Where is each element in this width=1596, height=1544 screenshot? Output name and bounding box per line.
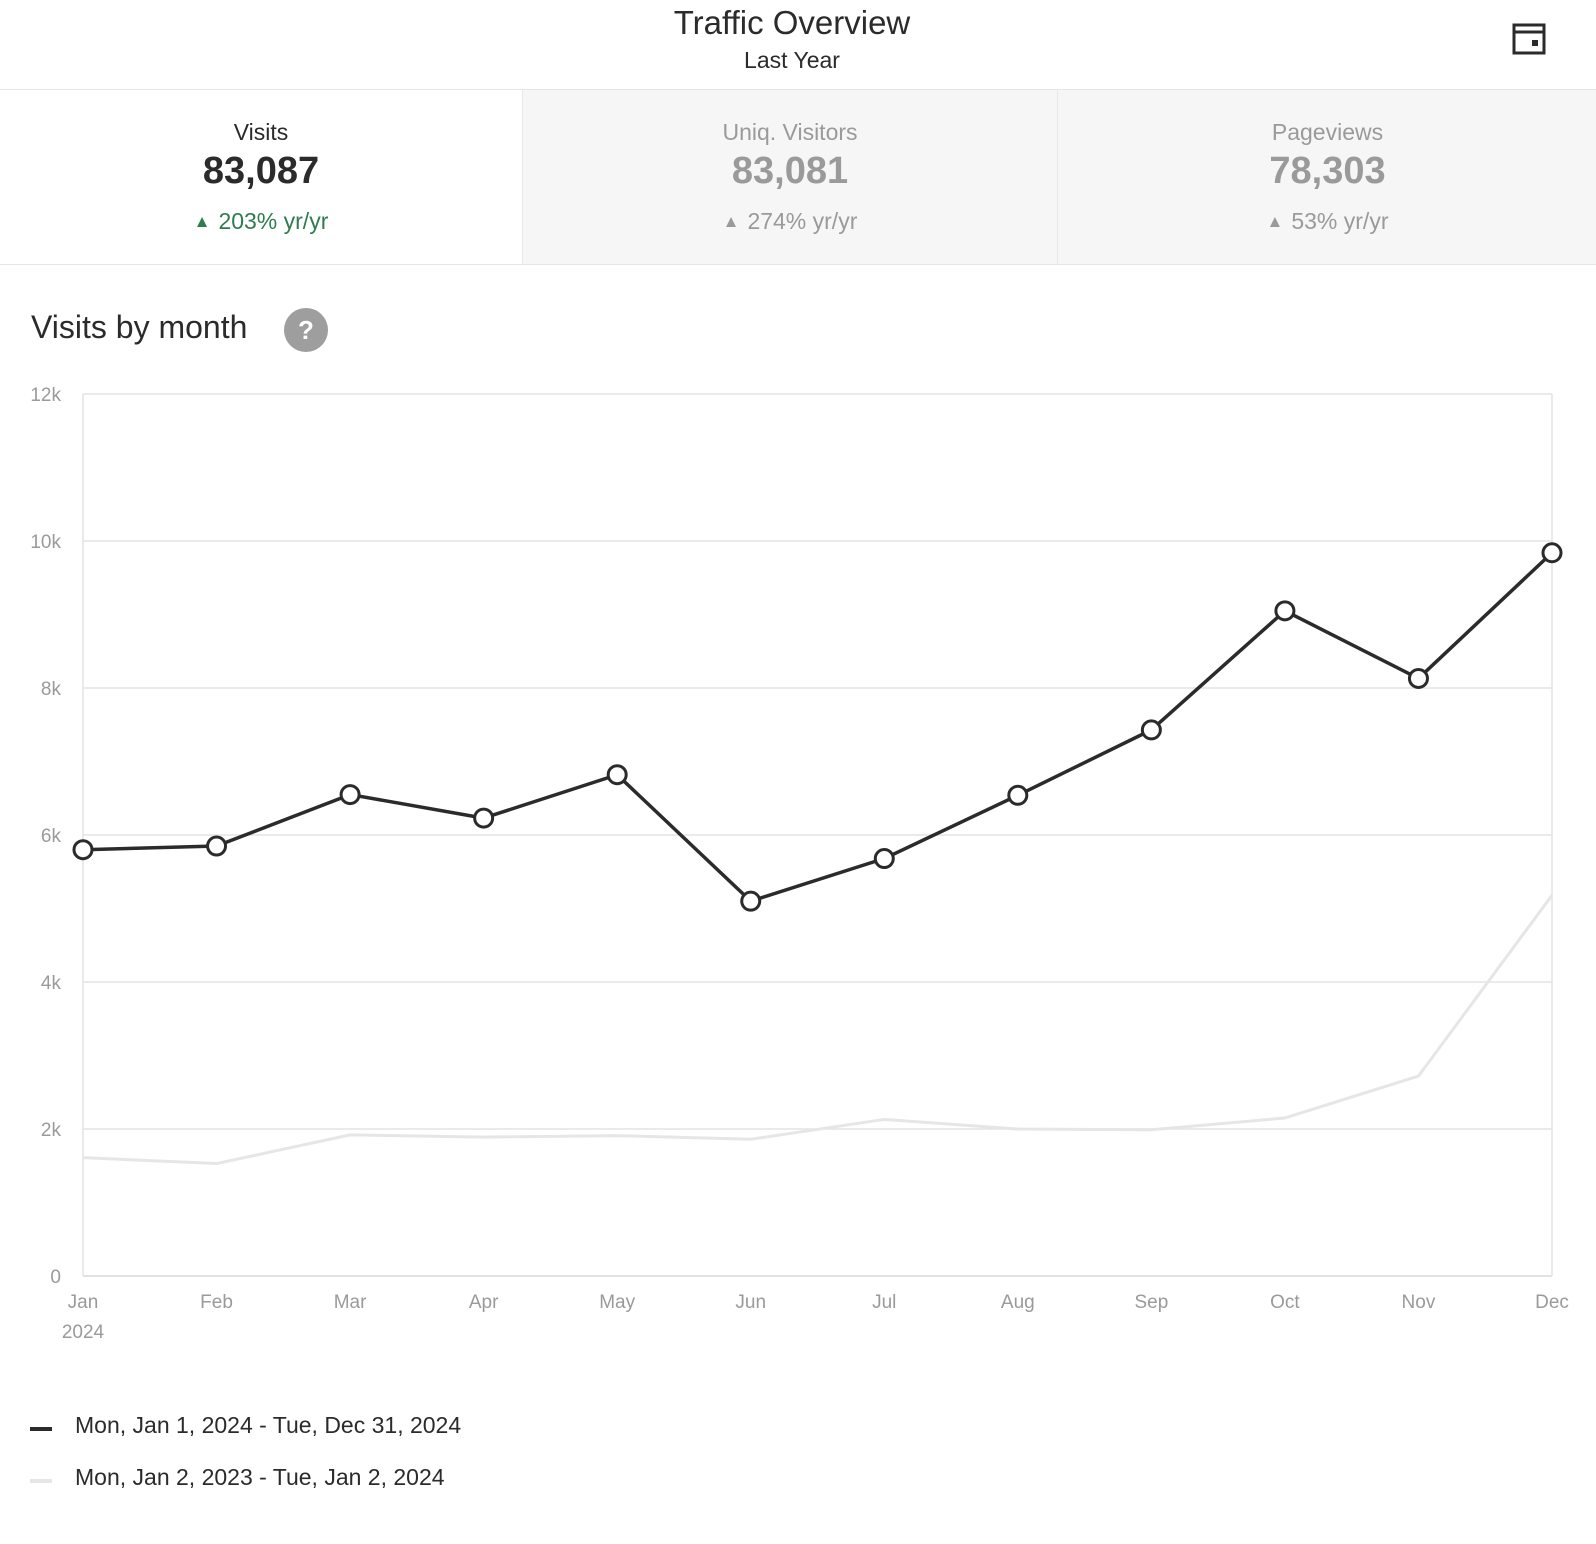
y-tick-label: 12k <box>30 385 61 406</box>
up-arrow-icon: ▲ <box>722 212 740 231</box>
y-tick-label: 8k <box>41 679 62 700</box>
x-tick-label: Feb <box>200 1292 233 1313</box>
y-tick-label: 2k <box>41 1120 62 1141</box>
data-point <box>206 835 228 857</box>
data-point <box>606 764 628 786</box>
legend-item-current[interactable]: Mon, Jan 1, 2024 - Tue, Dec 31, 2024 <box>30 1412 590 1446</box>
help-icon[interactable]: ? <box>284 308 328 352</box>
chart-section-title: Visits by month <box>31 309 248 345</box>
x-tick-label: Jun <box>735 1292 766 1313</box>
y-tick-label: 6k <box>41 826 62 847</box>
x-tick-label: May <box>599 1292 635 1313</box>
data-point <box>1007 784 1029 806</box>
data-point <box>473 807 495 829</box>
tile-pageviews[interactable]: Pageviews 78,303 ▲ 53% yr/yr <box>1057 90 1596 264</box>
tile-label: Pageviews <box>1271 119 1384 145</box>
legend-label: Mon, Jan 2, 2023 - Tue, Jan 2, 2024 <box>75 1464 445 1490</box>
y-tick-label: 10k <box>30 532 61 553</box>
x-year-label: 2024 <box>62 1322 105 1343</box>
data-point <box>1407 667 1429 689</box>
tile-value: 78,303 <box>1269 150 1386 192</box>
data-point <box>339 784 361 806</box>
series-line-previous <box>82 894 1554 1166</box>
tile-value: 83,087 <box>202 150 320 192</box>
tile-change: ▲ 274% yr/yr <box>722 208 858 234</box>
x-tick-label: Apr <box>469 1292 499 1313</box>
metric-tiles: Visits 83,087 ▲ 203% yr/yr Uniq. Visitors… <box>0 90 1596 265</box>
y-tick-label: 0 <box>50 1267 61 1288</box>
data-point <box>1274 600 1296 622</box>
tile-label: Uniq. Visitors <box>722 119 858 145</box>
data-point <box>72 839 94 861</box>
x-tick-label: Dec <box>1535 1292 1569 1313</box>
x-tick-label: Mar <box>334 1292 367 1313</box>
tile-visits[interactable]: Visits 83,087 ▲ 203% yr/yr <box>0 90 522 264</box>
visits-line-chart: 0 2k 4k 6k 8k 10k 12k Jan Feb Mar Apr May Jun Jul Aug S… <box>30 385 1569 1343</box>
calendar-widget-icon[interactable] <box>1512 22 1546 56</box>
up-arrow-icon: ▲ <box>1266 212 1284 231</box>
tile-label: Visits <box>233 119 289 145</box>
legend-label: Mon, Jan 1, 2024 - Tue, Dec 31, 2024 <box>75 1412 462 1438</box>
header: Traffic Overview Last Year <box>0 0 1596 90</box>
date-range-subtitle: Last Year <box>744 47 840 73</box>
data-point <box>740 890 762 912</box>
y-tick-label: 4k <box>41 973 62 994</box>
x-tick-label: Aug <box>1001 1292 1035 1313</box>
x-tick-label: Jan <box>68 1292 99 1313</box>
data-point <box>1140 719 1162 741</box>
legend-swatch <box>30 1427 52 1431</box>
x-tick-label: Jul <box>872 1292 896 1313</box>
page-title: Traffic Overview <box>673 4 911 41</box>
legend-item-previous[interactable]: Mon, Jan 2, 2023 - Tue, Jan 2, 2024 <box>30 1464 590 1498</box>
legend-swatch <box>30 1479 52 1483</box>
x-tick-label: Oct <box>1270 1292 1300 1313</box>
x-tick-label: Sep <box>1134 1292 1168 1313</box>
tile-unique-visitors[interactable]: Uniq. Visitors 83,081 ▲ 274% yr/yr <box>522 90 1057 264</box>
tile-change: ▲ 203% yr/yr <box>193 208 329 234</box>
series-line-current <box>82 551 1554 903</box>
tile-value: 83,081 <box>731 150 849 192</box>
x-tick-label: Nov <box>1402 1292 1436 1313</box>
data-point <box>1541 542 1563 564</box>
tile-change: ▲ 53% yr/yr <box>1266 208 1389 234</box>
data-point <box>873 848 895 870</box>
up-arrow-icon: ▲ <box>193 212 211 231</box>
